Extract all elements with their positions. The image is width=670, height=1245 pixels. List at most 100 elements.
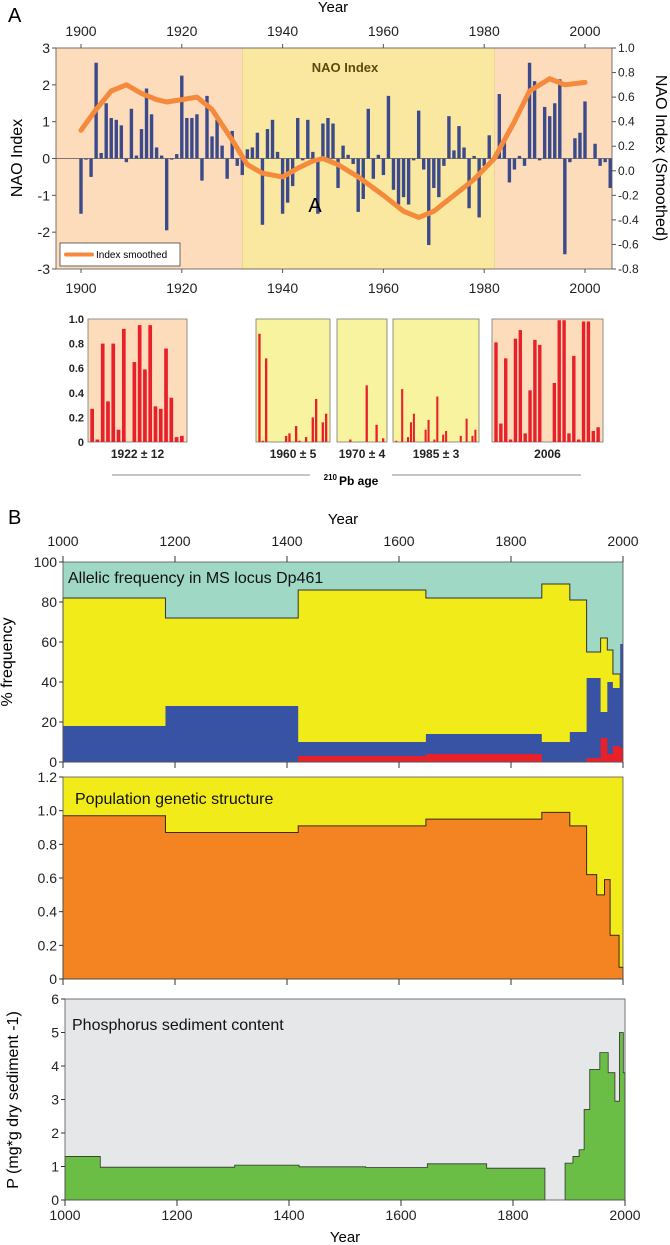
x-tick-label-top: 1940 xyxy=(267,23,298,39)
nao-bar-1939 xyxy=(275,151,280,159)
nao-bar-1902 xyxy=(89,158,93,177)
panel-a-annotation: A xyxy=(308,195,322,217)
phosphorus-ylabel: P (mg*g dry sediment -1) xyxy=(5,1011,22,1189)
inset-bar xyxy=(174,437,179,442)
nao-bar-1918 xyxy=(170,158,174,160)
inset-bar xyxy=(596,427,600,442)
nao-bar-2000 xyxy=(583,101,587,159)
x-tick-label-bottom: 1960 xyxy=(368,280,399,296)
nao-bar-1991 xyxy=(537,158,542,161)
inset-bar xyxy=(474,429,477,442)
nao-bar-1910 xyxy=(129,108,134,159)
nao-bar-1907 xyxy=(114,119,118,159)
inset-bar xyxy=(427,419,430,442)
inset-bar xyxy=(436,396,439,442)
x-tick-label-bottom: 1900 xyxy=(65,280,96,296)
y-tick-label: 4 xyxy=(51,1058,59,1074)
phosphorus-area xyxy=(564,1032,626,1201)
nao-bar-1990 xyxy=(532,81,537,159)
nao-bar-1913 xyxy=(144,88,149,159)
inset-bar xyxy=(581,321,586,442)
nao-bar-1944 xyxy=(301,158,305,161)
inset-bar xyxy=(572,355,576,442)
panel-a-inset-charts: 1922 ± 12 1960 ± 5 1970 ± 4 1985 ± 3 2006 0 0.… xyxy=(69,314,604,461)
x-tick-label-top: 1000 xyxy=(47,533,78,549)
y-tick-label: 0 xyxy=(51,1192,59,1208)
nao-bar-1992 xyxy=(542,106,547,159)
inset-bar xyxy=(562,320,566,442)
inset-bar xyxy=(409,422,412,442)
nao-bar-1900 xyxy=(79,158,83,214)
nao-bar-1925 xyxy=(205,95,209,159)
nao-bar-1920 xyxy=(180,75,184,159)
y-tick-label: 0 xyxy=(42,151,50,167)
y-tick-label: 5 xyxy=(51,1025,59,1041)
orange-cluster-area xyxy=(62,811,624,980)
x-tick-label-bottom: 1000 xyxy=(49,1207,80,1223)
inset-bar xyxy=(528,390,532,442)
inset-y-tick-label: 1.0 xyxy=(69,314,84,326)
inset-bar xyxy=(311,417,314,442)
y-tick-label: 0.8 xyxy=(38,836,58,852)
pb-age-label: 210 Pb age xyxy=(324,473,379,488)
nao-bar-1962 xyxy=(391,158,396,190)
inset-bar xyxy=(137,325,142,442)
nao-bar-1984 xyxy=(502,141,507,159)
inset-bar xyxy=(382,438,385,442)
inset-bar xyxy=(442,434,445,442)
y-tick-label: 0.4 xyxy=(38,904,58,920)
inset-bar xyxy=(298,440,301,442)
nao-bar-1952 xyxy=(341,145,345,159)
inset-bar xyxy=(111,343,116,442)
nao-bar-1929 xyxy=(225,158,229,179)
inset-bar xyxy=(459,435,462,442)
nao-bar-1964 xyxy=(401,158,406,198)
y-tick-label: 1 xyxy=(42,114,50,130)
nao-bar-1919 xyxy=(175,154,179,159)
nao-bar-1967 xyxy=(416,110,421,159)
population-chart-title: Population genetic structure xyxy=(75,791,273,808)
y-tick-label: 100 xyxy=(34,554,58,570)
nao-bar-1936 xyxy=(260,158,265,225)
nao-bar-1924 xyxy=(200,158,204,181)
y-tick-label: 40 xyxy=(41,674,57,690)
inset-bar xyxy=(508,439,513,442)
nao-bar-1946 xyxy=(311,151,315,159)
panel-b-ylabel: % frequency xyxy=(0,618,16,707)
y-tick-label: 0 xyxy=(49,754,57,770)
nao-bar-1951 xyxy=(336,158,340,188)
x-tick-label-top: 2000 xyxy=(607,533,638,549)
nao-bar-1950 xyxy=(331,123,335,159)
nao-bar-1916 xyxy=(159,155,164,159)
y-tick-label: 3 xyxy=(51,1092,59,1108)
nao-bar-1972 xyxy=(442,158,446,166)
inset-bar xyxy=(591,430,595,442)
pb-age-superscript: 210 xyxy=(324,473,338,482)
nao-bar-1945 xyxy=(306,119,310,159)
inset-bar xyxy=(494,342,498,442)
nao-bar-1976 xyxy=(462,147,466,159)
pb-age-text: Pb age xyxy=(339,474,379,488)
panel-b-allelic-frequency-chart: Allelic frequency in MS locus Dp461 0 20 40… xyxy=(34,533,639,770)
y-tick-label: 1.2 xyxy=(38,769,58,785)
y-tick-label: -1 xyxy=(38,187,51,203)
nao-bar-1985 xyxy=(507,158,512,183)
x-tick-label-bottom: 1940 xyxy=(267,280,298,296)
panel-b-bottom-xlabel: Year xyxy=(330,1229,360,1245)
nao-bar-1988 xyxy=(522,158,527,166)
inset-bar xyxy=(132,362,137,442)
red-allele-area xyxy=(63,738,623,762)
y-right-tick-label: -0.8 xyxy=(618,262,639,276)
nao-bar-1917 xyxy=(164,158,169,231)
inset-bar xyxy=(106,401,110,442)
y-tick-label: 6 xyxy=(51,991,59,1007)
inset-bar xyxy=(395,440,398,442)
nao-bar-1997 xyxy=(568,158,572,163)
inset-group-label: 1970 ± 4 xyxy=(339,447,386,461)
nao-bar-1957 xyxy=(366,108,370,159)
nao-bar-1978 xyxy=(472,155,476,159)
nao-bar-1926 xyxy=(210,136,214,159)
inset-bar xyxy=(557,320,561,442)
nao-bar-1960 xyxy=(381,158,386,176)
inset-bar xyxy=(513,338,518,442)
